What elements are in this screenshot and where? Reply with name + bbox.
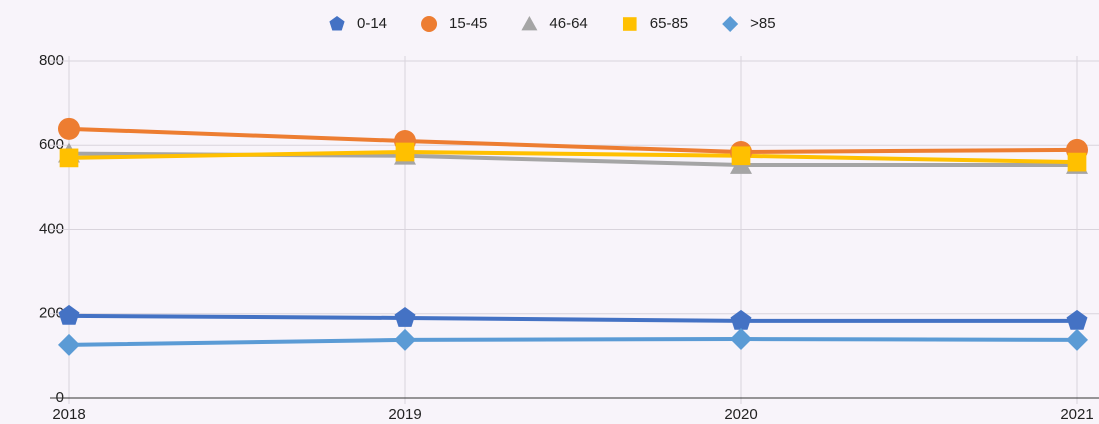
data-point <box>58 117 80 140</box>
x-tick-label: 2019 <box>388 406 421 423</box>
legend-marker <box>521 16 538 31</box>
data-point <box>394 328 416 351</box>
data-point <box>394 306 416 327</box>
data-point <box>730 328 752 351</box>
data-point <box>731 146 751 166</box>
y-tick-label: 0 <box>56 389 64 406</box>
y-tick-label: 400 <box>39 220 64 237</box>
series-line <box>68 337 1078 347</box>
legend-label: 46-64 <box>549 15 587 32</box>
legend-marker <box>722 16 739 32</box>
legend-marker <box>421 16 438 32</box>
legend-label: 15-45 <box>449 15 487 32</box>
data-point <box>1067 152 1087 172</box>
legend-label: >85 <box>750 15 775 32</box>
legend-marker <box>329 16 345 31</box>
data-point <box>730 309 752 330</box>
y-tick-label: 200 <box>39 305 64 322</box>
data-point <box>1066 309 1088 330</box>
data-point <box>58 333 80 356</box>
data-point <box>59 148 79 168</box>
series-line <box>68 149 1078 165</box>
series-line <box>68 313 1077 323</box>
x-tick-label: 2021 <box>1060 406 1093 423</box>
x-tick-label: 2018 <box>52 406 85 423</box>
data-point <box>395 142 415 162</box>
x-tick-label: 2020 <box>724 406 757 423</box>
y-tick-label: 800 <box>39 52 64 69</box>
series-line <box>68 126 1078 154</box>
legend-label: 0-14 <box>357 15 387 32</box>
data-point <box>58 304 80 325</box>
legend-marker <box>622 17 637 31</box>
data-point <box>1066 328 1088 351</box>
y-tick-label: 600 <box>39 136 64 153</box>
legend-label: 65-85 <box>650 15 688 32</box>
